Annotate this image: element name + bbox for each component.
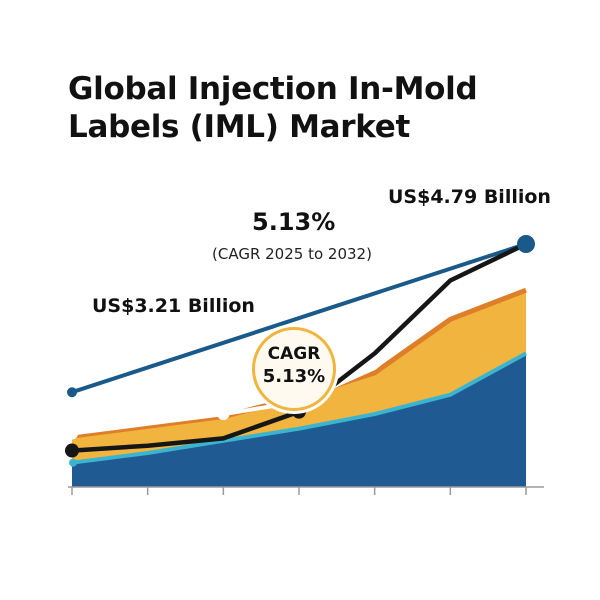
cagr-badge: CAGR 5.13% bbox=[252, 327, 336, 411]
black-line-point-0 bbox=[65, 443, 79, 458]
cagr-badge-label: CAGR bbox=[267, 344, 321, 364]
cagr-period-label: (CAGR 2025 to 2032) bbox=[212, 245, 372, 263]
teal-start-point bbox=[69, 458, 77, 467]
white-line-point-5 bbox=[444, 298, 457, 311]
trend-line bbox=[71, 242, 527, 395]
chart-title: Global Injection In-Mold Labels (IML) Ma… bbox=[68, 71, 478, 145]
white-line-point-2 bbox=[217, 408, 230, 421]
lower-area-edge bbox=[71, 351, 527, 465]
white-line-point-0 bbox=[66, 427, 78, 440]
cagr-percent-label: 5.13% bbox=[252, 208, 336, 236]
lower-area bbox=[72, 353, 526, 487]
start-value-label: US$3.21 Billion bbox=[92, 295, 255, 317]
trend-start-point bbox=[67, 387, 77, 398]
points-group bbox=[65, 235, 535, 467]
trend-end-point bbox=[517, 235, 535, 253]
cagr-badge-value: 5.13% bbox=[262, 366, 326, 387]
end-value-label: US$4.79 Billion bbox=[388, 186, 551, 208]
x-axis bbox=[68, 486, 544, 495]
